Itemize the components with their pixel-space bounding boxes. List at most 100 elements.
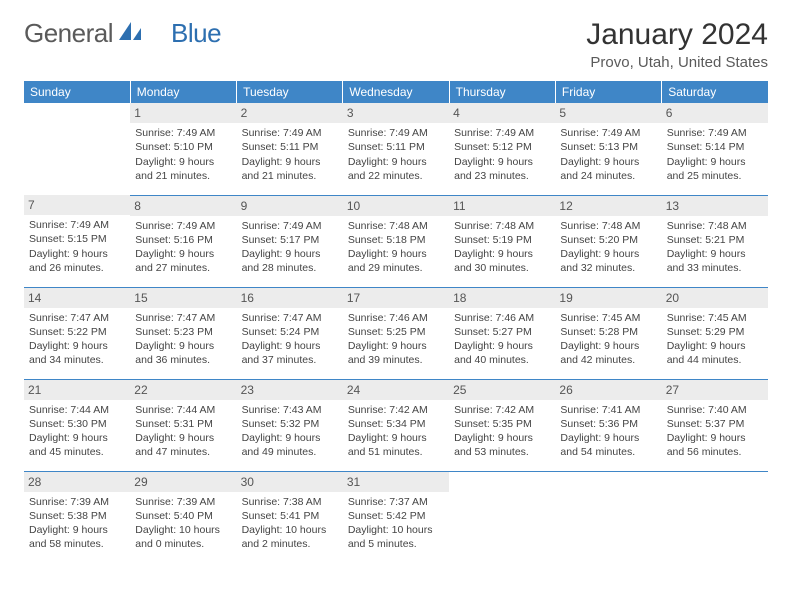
day-number: 22 — [130, 380, 236, 400]
calendar-week-row: 28 Sunrise: 7:39 AMSunset: 5:38 PMDayligh… — [24, 471, 768, 563]
day-number: 25 — [449, 380, 555, 400]
calendar-day-cell: 7 Sunrise: 7:49 AMSunset: 5:15 PMDaylight… — [24, 195, 130, 287]
day-number: 13 — [662, 196, 768, 216]
day-details: Sunrise: 7:49 AMSunset: 5:15 PMDaylight:… — [28, 218, 126, 275]
calendar-day-cell: 24Sunrise: 7:42 AMSunset: 5:34 PMDayligh… — [343, 379, 449, 471]
calendar-day-cell: 28 Sunrise: 7:39 AMSunset: 5:38 PMDayligh… — [24, 471, 130, 563]
day-details: Sunrise: 7:49 AMSunset: 5:10 PMDaylight:… — [134, 126, 232, 183]
day-details: Sunrise: 7:48 AMSunset: 5:21 PMDaylight:… — [666, 219, 764, 276]
weekday-header: Monday — [130, 81, 236, 103]
day-number: 23 — [237, 380, 343, 400]
calendar-day-cell: 14 Sunrise: 7:47 AMSunset: 5:22 PMDayligh… — [24, 287, 130, 379]
day-number: 10 — [343, 196, 449, 216]
day-number: 17 — [343, 288, 449, 308]
day-number: 26 — [555, 380, 661, 400]
day-details: Sunrise: 7:44 AMSunset: 5:31 PMDaylight:… — [134, 403, 232, 460]
day-details: Sunrise: 7:45 AMSunset: 5:29 PMDaylight:… — [666, 311, 764, 368]
calendar-day-cell: 12Sunrise: 7:48 AMSunset: 5:20 PMDayligh… — [555, 195, 661, 287]
day-number: 18 — [449, 288, 555, 308]
location: Provo, Utah, United States — [586, 54, 768, 71]
calendar-day-cell: 26 Sunrise: 7:41 AMSunset: 5:36 PMDayligh… — [555, 379, 661, 471]
day-number: 3 — [343, 103, 449, 123]
calendar-day-cell: 8Sunrise: 7:49 AMSunset: 5:16 PMDaylight… — [130, 195, 236, 287]
calendar-day-cell: 29 Sunrise: 7:39 AMSunset: 5:40 PMDayligh… — [130, 471, 236, 563]
day-details: Sunrise: 7:47 AMSunset: 5:23 PMDaylight:… — [134, 311, 232, 368]
calendar-day-cell: 20Sunrise: 7:45 AMSunset: 5:29 PMDayligh… — [662, 287, 768, 379]
calendar-day-cell: 25 Sunrise: 7:42 AMSunset: 5:35 PMDayligh… — [449, 379, 555, 471]
day-details: Sunrise: 7:42 AMSunset: 5:35 PMDaylight:… — [453, 403, 551, 460]
day-details: Sunrise: 7:44 AMSunset: 5:30 PMDaylight:… — [28, 403, 126, 460]
calendar-day-cell: 17Sunrise: 7:46 AMSunset: 5:25 PMDayligh… — [343, 287, 449, 379]
calendar-body: 1Sunrise: 7:49 AMSunset: 5:10 PMDaylight… — [24, 103, 768, 563]
logo-text-general: General — [24, 18, 113, 49]
calendar-day-cell: 2 Sunrise: 7:49 AMSunset: 5:11 PMDaylight… — [237, 103, 343, 195]
day-details: Sunrise: 7:49 AMSunset: 5:11 PMDaylight:… — [241, 126, 339, 183]
calendar-day-cell: 27 Sunrise: 7:40 AMSunset: 5:37 PMDayligh… — [662, 379, 768, 471]
day-number: 31 — [343, 472, 449, 492]
day-details: Sunrise: 7:41 AMSunset: 5:36 PMDaylight:… — [559, 403, 657, 460]
day-details: Sunrise: 7:49 AMSunset: 5:17 PMDaylight:… — [241, 219, 339, 276]
day-details: Sunrise: 7:39 AMSunset: 5:40 PMDaylight:… — [134, 495, 232, 552]
day-details: Sunrise: 7:46 AMSunset: 5:27 PMDaylight:… — [453, 311, 551, 368]
calendar-day-cell: 18 Sunrise: 7:46 AMSunset: 5:27 PMDayligh… — [449, 287, 555, 379]
calendar-day-cell — [662, 471, 768, 563]
calendar-day-cell: 13 Sunrise: 7:48 AMSunset: 5:21 PMDayligh… — [662, 195, 768, 287]
day-number: 28 — [24, 472, 130, 492]
calendar-day-cell: 6 Sunrise: 7:49 AMSunset: 5:14 PMDaylight… — [662, 103, 768, 195]
day-number: 5 — [555, 103, 661, 123]
day-number: 2 — [237, 103, 343, 123]
day-number: 9 — [237, 196, 343, 216]
day-number: 21 — [24, 380, 130, 400]
weekday-header: Tuesday — [237, 81, 343, 103]
day-number: 30 — [237, 472, 343, 492]
day-details: Sunrise: 7:43 AMSunset: 5:32 PMDaylight:… — [241, 403, 339, 460]
day-number: 16 — [237, 288, 343, 308]
calendar-day-cell: 1Sunrise: 7:49 AMSunset: 5:10 PMDaylight… — [130, 103, 236, 195]
day-number: 14 — [24, 288, 130, 308]
title-block: January 2024 Provo, Utah, United States — [586, 18, 768, 71]
calendar-week-row: 21 Sunrise: 7:44 AMSunset: 5:30 PMDayligh… — [24, 379, 768, 471]
calendar-day-cell: 31 Sunrise: 7:37 AMSunset: 5:42 PMDayligh… — [343, 471, 449, 563]
logo-text-blue: Blue — [171, 18, 221, 49]
calendar-day-cell: 16 Sunrise: 7:47 AMSunset: 5:24 PMDayligh… — [237, 287, 343, 379]
day-details: Sunrise: 7:49 AMSunset: 5:11 PMDaylight:… — [347, 126, 445, 183]
calendar-day-cell: 11Sunrise: 7:48 AMSunset: 5:19 PMDayligh… — [449, 195, 555, 287]
day-number: 19 — [555, 288, 661, 308]
day-details: Sunrise: 7:47 AMSunset: 5:22 PMDaylight:… — [28, 311, 126, 368]
day-details: Sunrise: 7:49 AMSunset: 5:14 PMDaylight:… — [666, 126, 764, 183]
calendar-day-cell: 10 Sunrise: 7:48 AMSunset: 5:18 PMDayligh… — [343, 195, 449, 287]
calendar-day-cell: 3 Sunrise: 7:49 AMSunset: 5:11 PMDaylight… — [343, 103, 449, 195]
calendar-day-cell: 23 Sunrise: 7:43 AMSunset: 5:32 PMDayligh… — [237, 379, 343, 471]
weekday-header: Wednesday — [343, 81, 449, 103]
weekday-header-row: SundayMondayTuesdayWednesdayThursdayFrid… — [24, 81, 768, 103]
day-number: 12 — [555, 196, 661, 216]
day-number: 11 — [449, 196, 555, 216]
header: General Blue January 2024 Provo, Utah, U… — [24, 18, 768, 71]
day-number: 29 — [130, 472, 236, 492]
logo: General Blue — [24, 18, 221, 49]
day-details: Sunrise: 7:49 AMSunset: 5:16 PMDaylight:… — [134, 219, 232, 276]
weekday-header: Saturday — [662, 81, 768, 103]
day-details: Sunrise: 7:39 AMSunset: 5:38 PMDaylight:… — [28, 495, 126, 552]
calendar-day-cell: 4Sunrise: 7:49 AMSunset: 5:12 PMDaylight… — [449, 103, 555, 195]
day-details: Sunrise: 7:47 AMSunset: 5:24 PMDaylight:… — [241, 311, 339, 368]
calendar-day-cell: 5 Sunrise: 7:49 AMSunset: 5:13 PMDaylight… — [555, 103, 661, 195]
calendar-day-cell: 22 Sunrise: 7:44 AMSunset: 5:31 PMDayligh… — [130, 379, 236, 471]
day-details: Sunrise: 7:37 AMSunset: 5:42 PMDaylight:… — [347, 495, 445, 552]
logo-sail-icon — [117, 18, 143, 49]
day-number: 15 — [130, 288, 236, 308]
day-details: Sunrise: 7:38 AMSunset: 5:41 PMDaylight:… — [241, 495, 339, 552]
weekday-header: Thursday — [449, 81, 555, 103]
day-number: 27 — [662, 380, 768, 400]
day-details: Sunrise: 7:40 AMSunset: 5:37 PMDaylight:… — [666, 403, 764, 460]
calendar-day-cell — [24, 103, 130, 195]
day-number: 6 — [662, 103, 768, 123]
calendar-day-cell: 15 Sunrise: 7:47 AMSunset: 5:23 PMDayligh… — [130, 287, 236, 379]
day-details: Sunrise: 7:49 AMSunset: 5:13 PMDaylight:… — [559, 126, 657, 183]
calendar-day-cell: 30 Sunrise: 7:38 AMSunset: 5:41 PMDayligh… — [237, 471, 343, 563]
day-details: Sunrise: 7:48 AMSunset: 5:18 PMDaylight:… — [347, 219, 445, 276]
day-details: Sunrise: 7:49 AMSunset: 5:12 PMDaylight:… — [453, 126, 551, 183]
day-number: 7 — [24, 195, 130, 215]
calendar-week-row: 1Sunrise: 7:49 AMSunset: 5:10 PMDaylight… — [24, 103, 768, 195]
calendar-week-row: 7 Sunrise: 7:49 AMSunset: 5:15 PMDaylight… — [24, 195, 768, 287]
